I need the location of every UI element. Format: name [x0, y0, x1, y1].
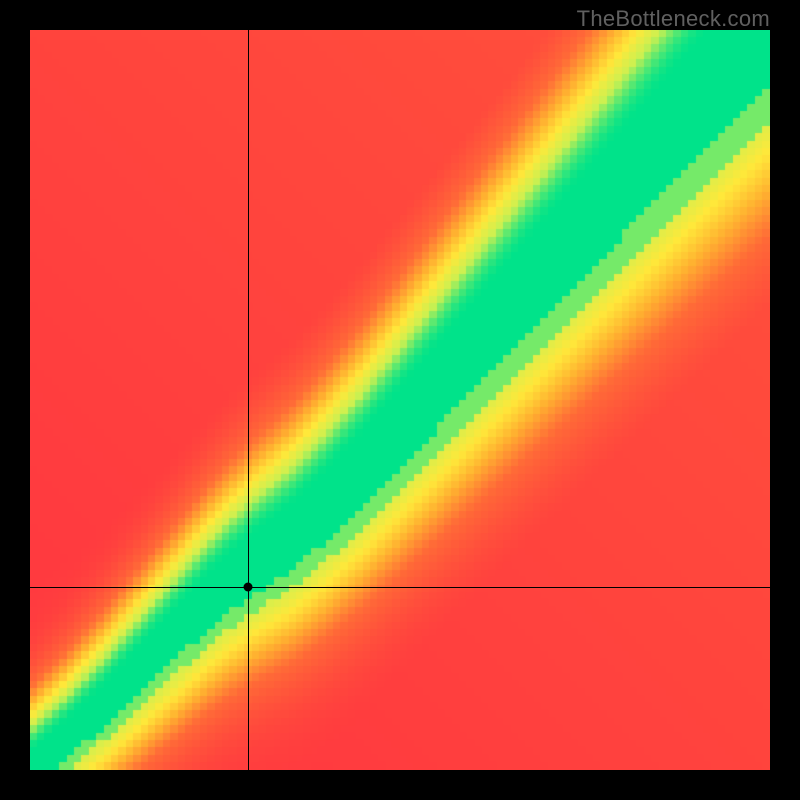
heatmap-canvas: [30, 30, 770, 770]
crosshair-horizontal: [30, 587, 770, 588]
selection-marker: [243, 583, 252, 592]
watermark-text: TheBottleneck.com: [577, 6, 770, 32]
plot-area: [30, 30, 770, 770]
crosshair-vertical: [248, 30, 249, 770]
